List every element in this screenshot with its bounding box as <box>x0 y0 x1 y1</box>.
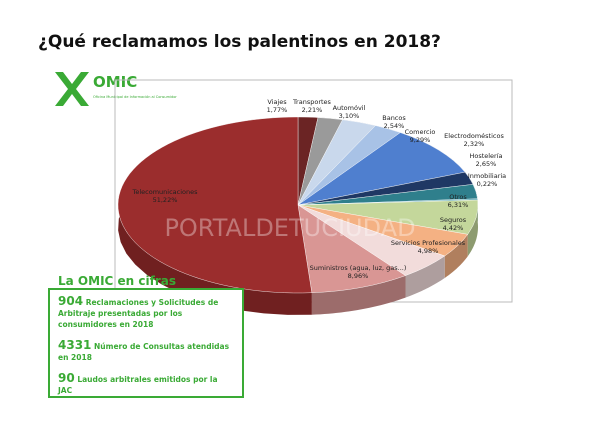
pie <box>117 116 479 315</box>
slice-label: Hostelería <box>469 152 502 160</box>
slice-value-label: 4,42% <box>443 224 464 232</box>
slice-value-label: 2,32% <box>464 140 485 148</box>
pie-tops <box>117 116 479 294</box>
slice-label: Servicios Profesionales <box>391 239 466 247</box>
slice-value-label: 6,31% <box>448 201 469 209</box>
slice-side <box>405 255 445 298</box>
slice-label: Automóvil <box>333 104 366 112</box>
slice-value-label: 1,77% <box>267 106 288 114</box>
slice-value-label: 2,65% <box>476 160 497 168</box>
slice-value-label: 2,21% <box>302 106 323 114</box>
watermark: PORTALDETUCIUDAD <box>164 214 415 242</box>
stat-number: 4331 <box>58 338 92 352</box>
stat-text: Reclamaciones y Solicitudes de Arbitraje… <box>58 298 219 329</box>
slice-label: Telecomunicaciones <box>131 188 198 196</box>
logo-subtitle: Oficina Municipal de Información al Cons… <box>93 95 177 99</box>
slice-side <box>311 275 406 315</box>
slice-value-label: 0,22% <box>477 180 498 188</box>
slice-value-label: 8,96% <box>348 272 369 280</box>
slice-value-label: 4,98% <box>418 247 439 255</box>
stats-heading: La OMIC en cifras <box>58 274 176 288</box>
logo-icon <box>55 72 89 106</box>
stat: 4331 Número de Consultas atendidas en 20… <box>58 338 234 363</box>
slice-side <box>444 234 468 278</box>
slice-label: Bancos <box>382 114 406 122</box>
slice <box>297 132 466 206</box>
slice-label: Seguros <box>440 216 467 224</box>
stat: 904 Reclamaciones y Solicitudes de Arbit… <box>58 294 234 330</box>
title: ¿Qué reclamamos los palentinos en 2018? <box>38 32 441 52</box>
slice-label: Viajes <box>267 98 287 106</box>
slice-label: Electrodomésticos <box>444 132 504 140</box>
slice-value-label: 2,54% <box>384 122 405 130</box>
slice-label: Comercio <box>405 128 436 136</box>
slice-label: Otros <box>449 193 467 201</box>
slice-side <box>467 200 478 257</box>
slice-value-label: 3,10% <box>339 112 360 120</box>
slice-label: Inmobiliaria <box>468 172 506 180</box>
slice-value-label: 51,22% <box>153 196 178 204</box>
stat-number: 90 <box>58 371 75 385</box>
slice-label: Suministros (agua, luz, gas...) <box>310 264 407 272</box>
stat: 90 Laudos arbitrales emitidos por la JAC <box>58 371 234 396</box>
stat-text: Laudos arbitrales emitidos por la JAC <box>58 375 218 395</box>
slice <box>117 116 313 294</box>
stat-text: Número de Consultas atendidas en 2018 <box>58 342 230 362</box>
stats-box: 904 Reclamaciones y Solicitudes de Arbit… <box>48 288 244 398</box>
slice-label: Transportes <box>292 98 331 106</box>
slice <box>297 204 406 293</box>
stat-number: 904 <box>58 294 84 308</box>
slice-value-label: 9,29% <box>410 136 431 144</box>
